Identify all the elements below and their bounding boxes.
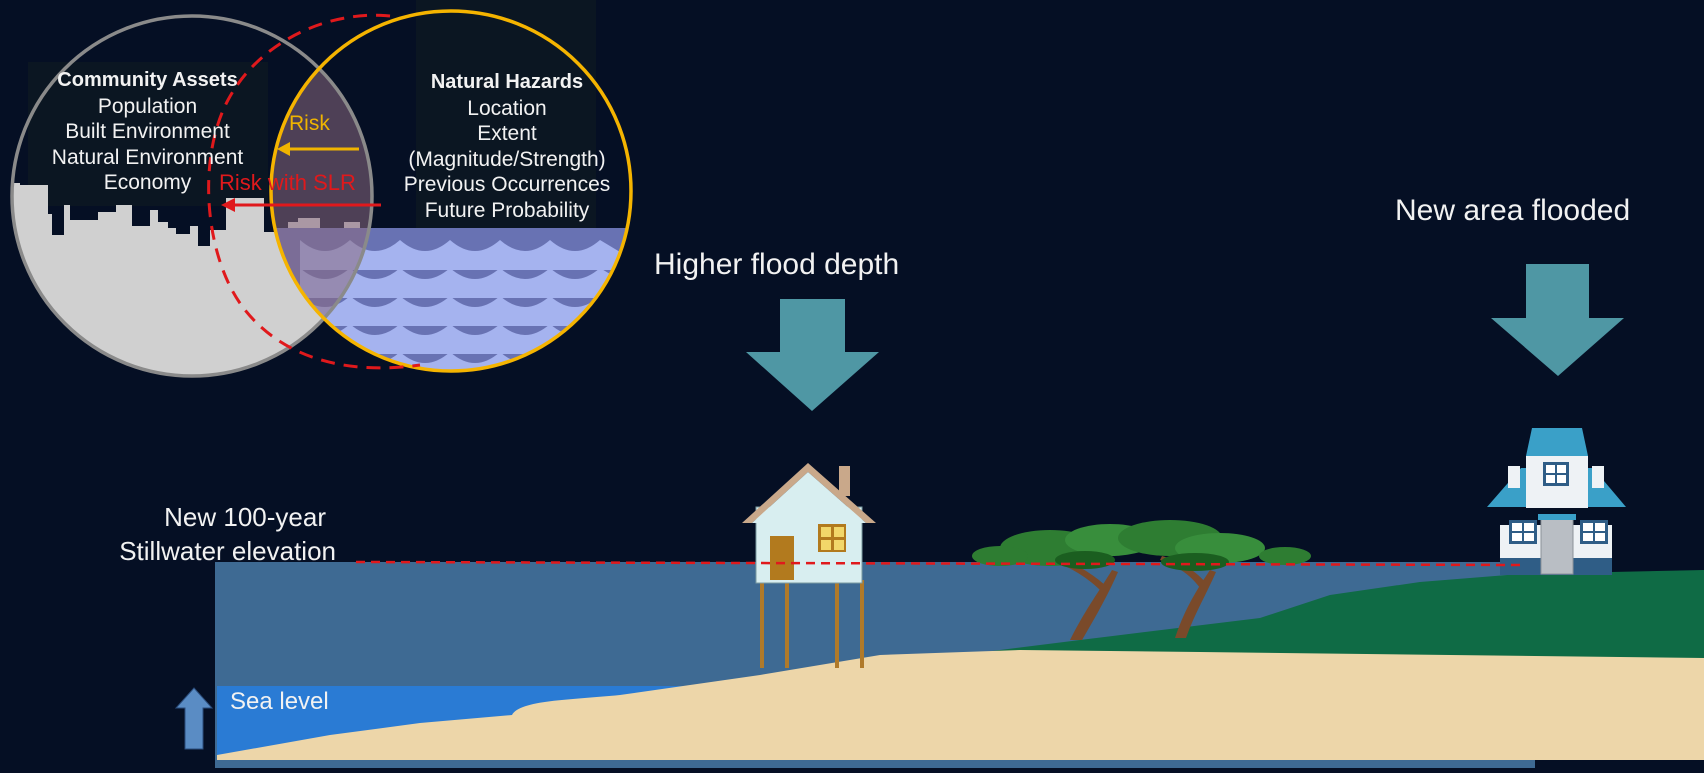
risk-arrowhead	[277, 142, 290, 156]
assets-circle	[10, 14, 374, 378]
higher-flood-depth-arrow	[746, 299, 879, 411]
hazards-item-future-probability: Future Probability	[424, 198, 590, 222]
hazards-item-magnitude: (Magnitude/Strength)	[408, 147, 606, 171]
community-assets-block: Community Assets Population Built Enviro…	[30, 68, 265, 196]
new-area-flooded-label: New area flooded	[1395, 194, 1631, 227]
risk-slr-arrowhead	[221, 198, 235, 212]
natural-hazards-title: Natural Hazards	[430, 71, 584, 93]
coastal-house	[1487, 428, 1626, 575]
stilt-house	[742, 463, 876, 668]
grass-hill	[960, 570, 1704, 661]
assets-item-economy: Economy	[103, 171, 192, 194]
assets-item-natural-environment: Natural Environment	[51, 145, 244, 169]
new-area-flooded-arrow	[1491, 264, 1624, 376]
hazards-item-previous-occurrences: Previous Occurrences	[403, 173, 611, 196]
higher-flood-depth-label: Higher flood depth	[654, 248, 900, 281]
risk-label: Risk	[289, 112, 330, 135]
stillwater-label-line2: Stillwater elevation	[119, 536, 336, 566]
assets-text-panel	[28, 62, 268, 206]
assets-item-population: Population	[97, 94, 198, 118]
sea-level-arrow	[174, 687, 214, 750]
trees	[972, 520, 1311, 640]
risk-slr-dashed-boundary	[207, 13, 421, 370]
assets-item-built-environment: Built Environment	[65, 120, 230, 143]
hazards-item-extent: Extent	[477, 122, 537, 145]
stillwater-label-line1: New 100-year	[164, 502, 326, 532]
sand	[217, 650, 1704, 760]
hazards-item-location: Location	[467, 96, 547, 120]
community-assets-title: Community Assets	[57, 69, 238, 91]
sea-level-label: Sea level	[230, 688, 329, 715]
risk-slr-label: Risk with SLR	[219, 170, 356, 195]
hazards-text-panel	[416, 0, 596, 235]
natural-hazards-block: Natural Hazards Location Extent (Magnitu…	[392, 70, 622, 223]
hazards-circle	[269, 9, 633, 373]
